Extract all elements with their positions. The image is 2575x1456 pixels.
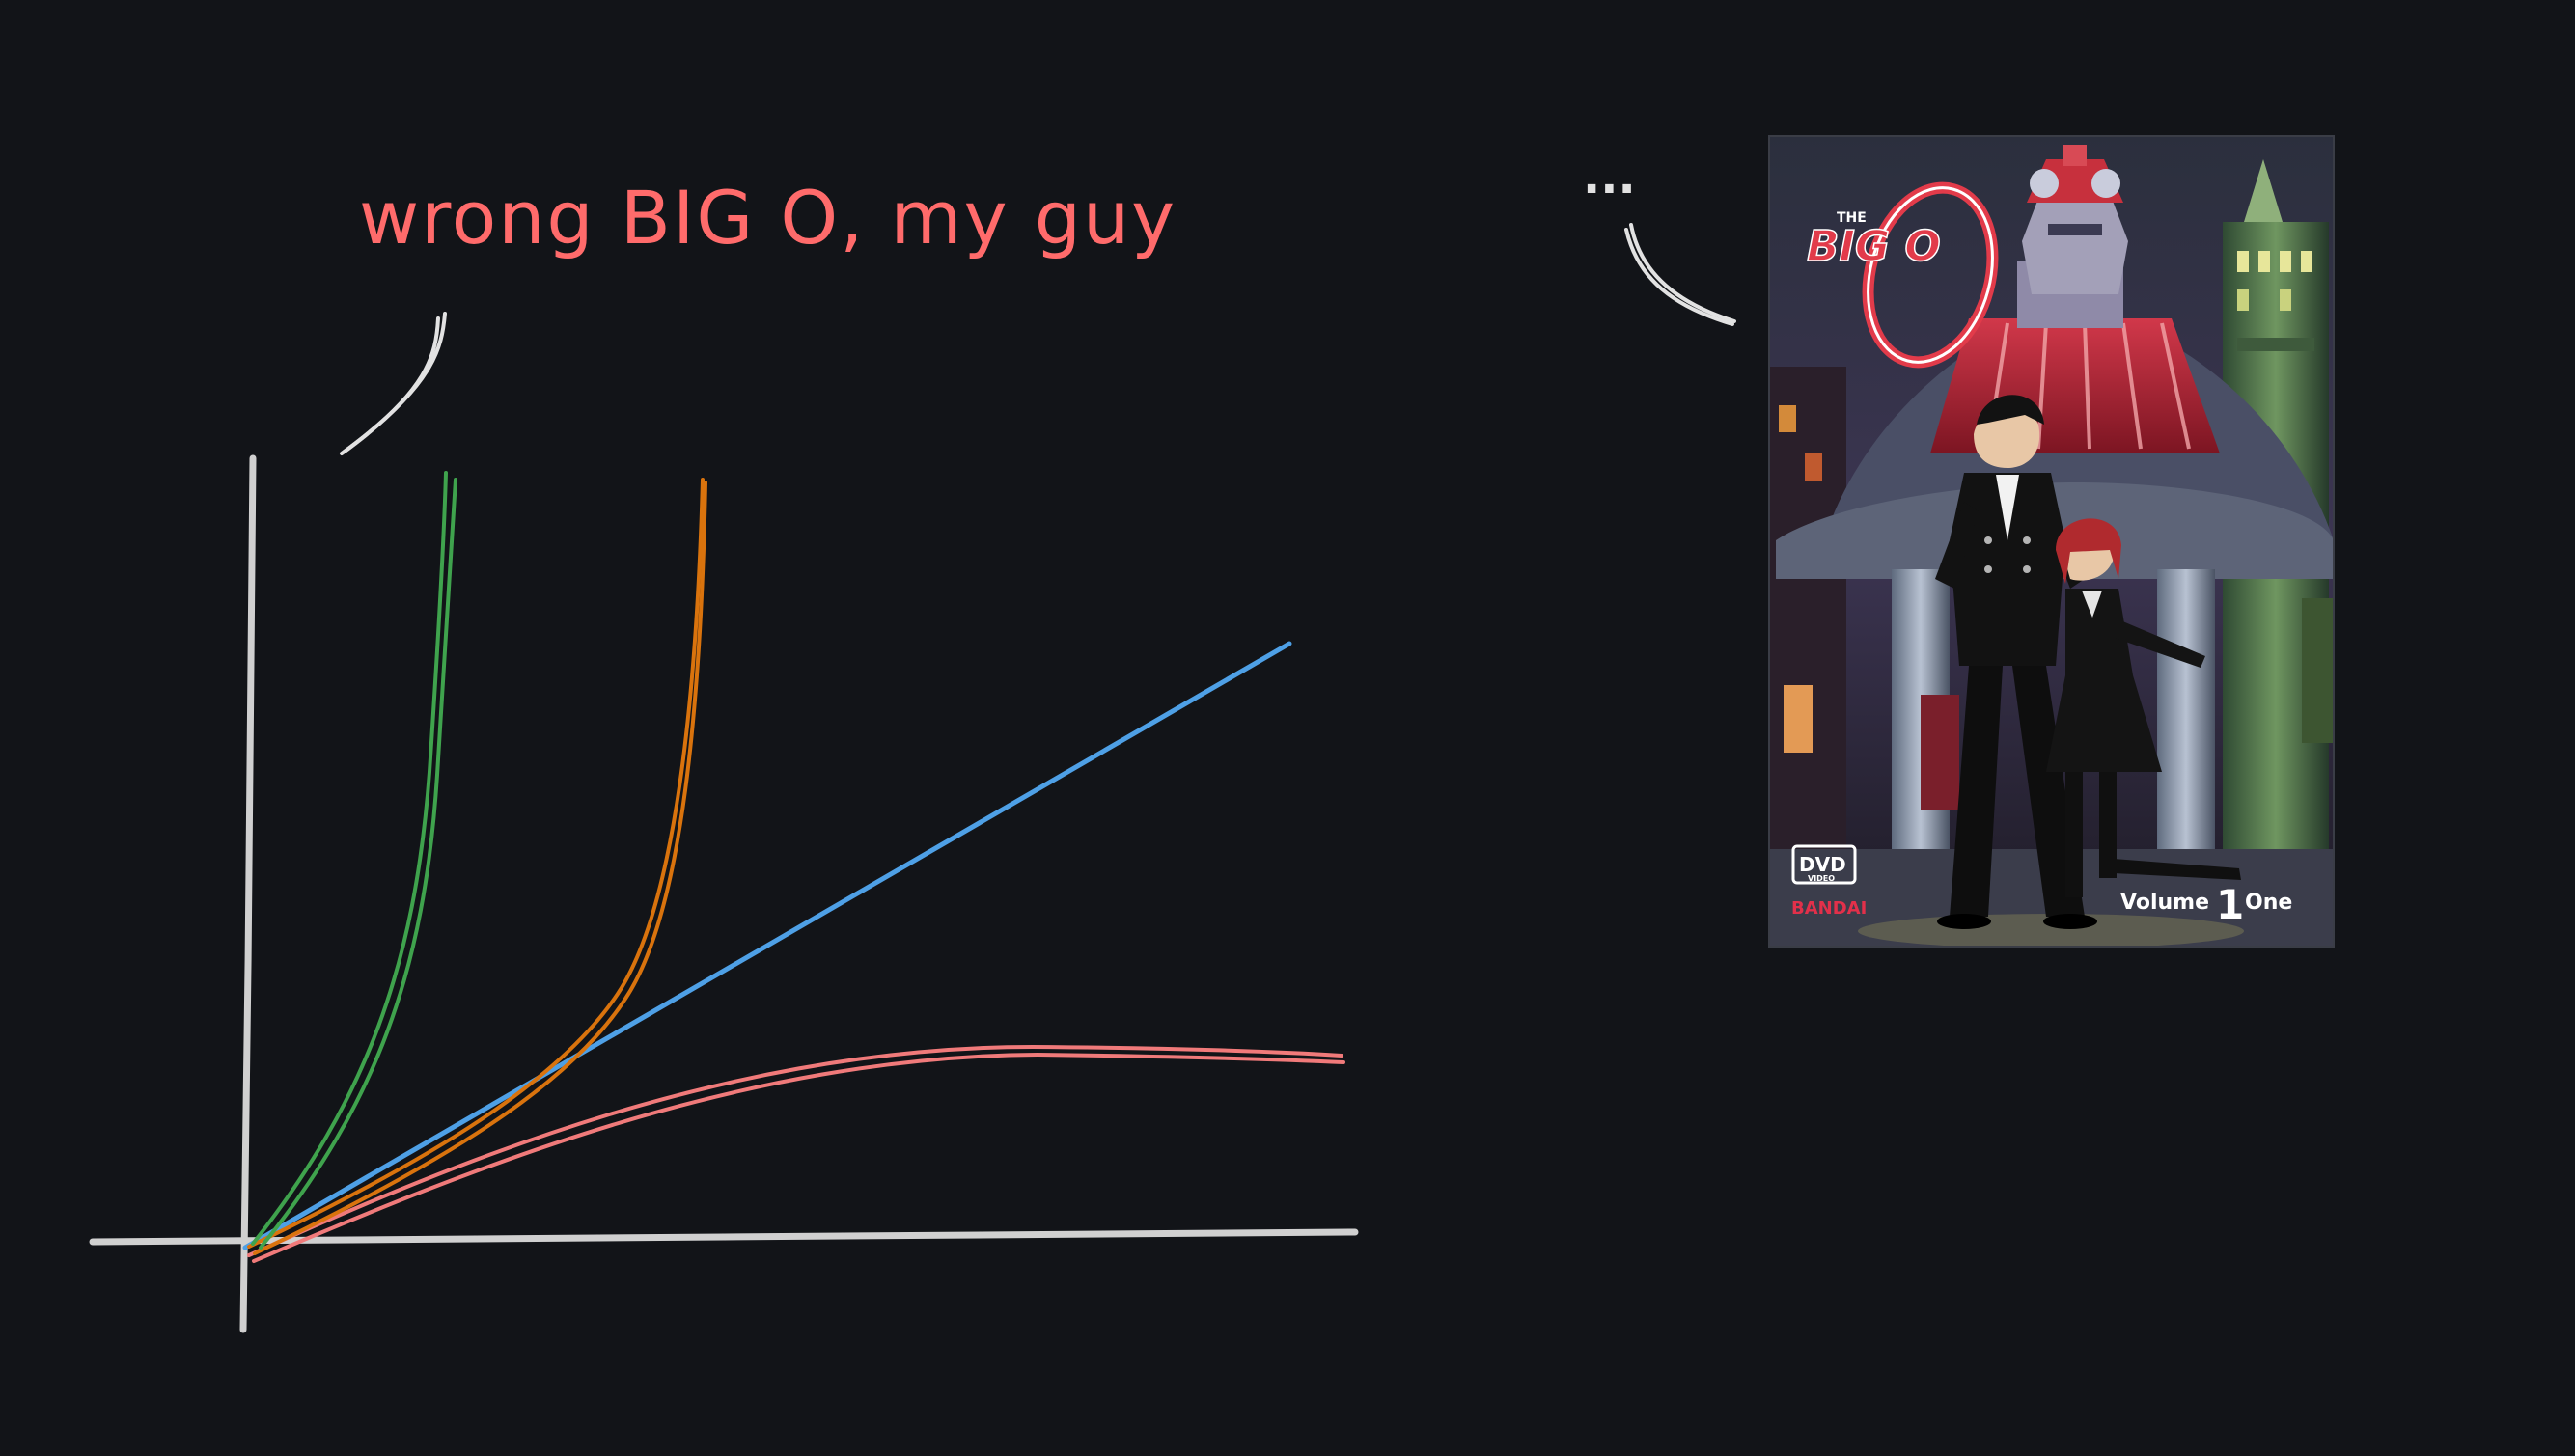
y-axis — [239, 454, 257, 1333]
x-axis — [89, 1228, 1359, 1246]
title-arrow — [340, 312, 447, 455]
dvd-badge-text: DVD — [1799, 853, 1846, 876]
volume-word: Volume — [2120, 891, 2209, 915]
red-curve — [247, 1044, 1345, 1263]
reaction-arrow — [1624, 223, 1736, 326]
orange-curve — [247, 478, 707, 1255]
dvd-cover-image: THE BIG O DVD VIDEO BANDAI Volume 1 One — [1768, 135, 2335, 948]
green-curve — [251, 471, 457, 1250]
blue-line — [242, 641, 1292, 1250]
dvd-badge-sub: VIDEO — [1808, 874, 1835, 883]
annotation-title: wrong BIG O, my guy — [359, 175, 1177, 261]
publisher-logo: BANDAI — [1791, 898, 1867, 919]
dvd-badge: DVD VIDEO — [1791, 844, 1857, 885]
volume-name: One — [2245, 891, 2292, 915]
city-buildings-left — [1769, 367, 1846, 907]
volume-number: 1 — [2216, 881, 2244, 928]
reaction-ellipsis: ... — [1583, 151, 1636, 205]
big-o-logo: THE BIG O — [1806, 181, 1999, 369]
character-woman — [2046, 518, 2241, 897]
volume-label: Volume 1 One — [2120, 881, 2292, 928]
complexity-graph — [89, 454, 1359, 1333]
logo-the: THE — [1837, 210, 1867, 226]
logo-main: BIG O — [1807, 222, 1941, 271]
